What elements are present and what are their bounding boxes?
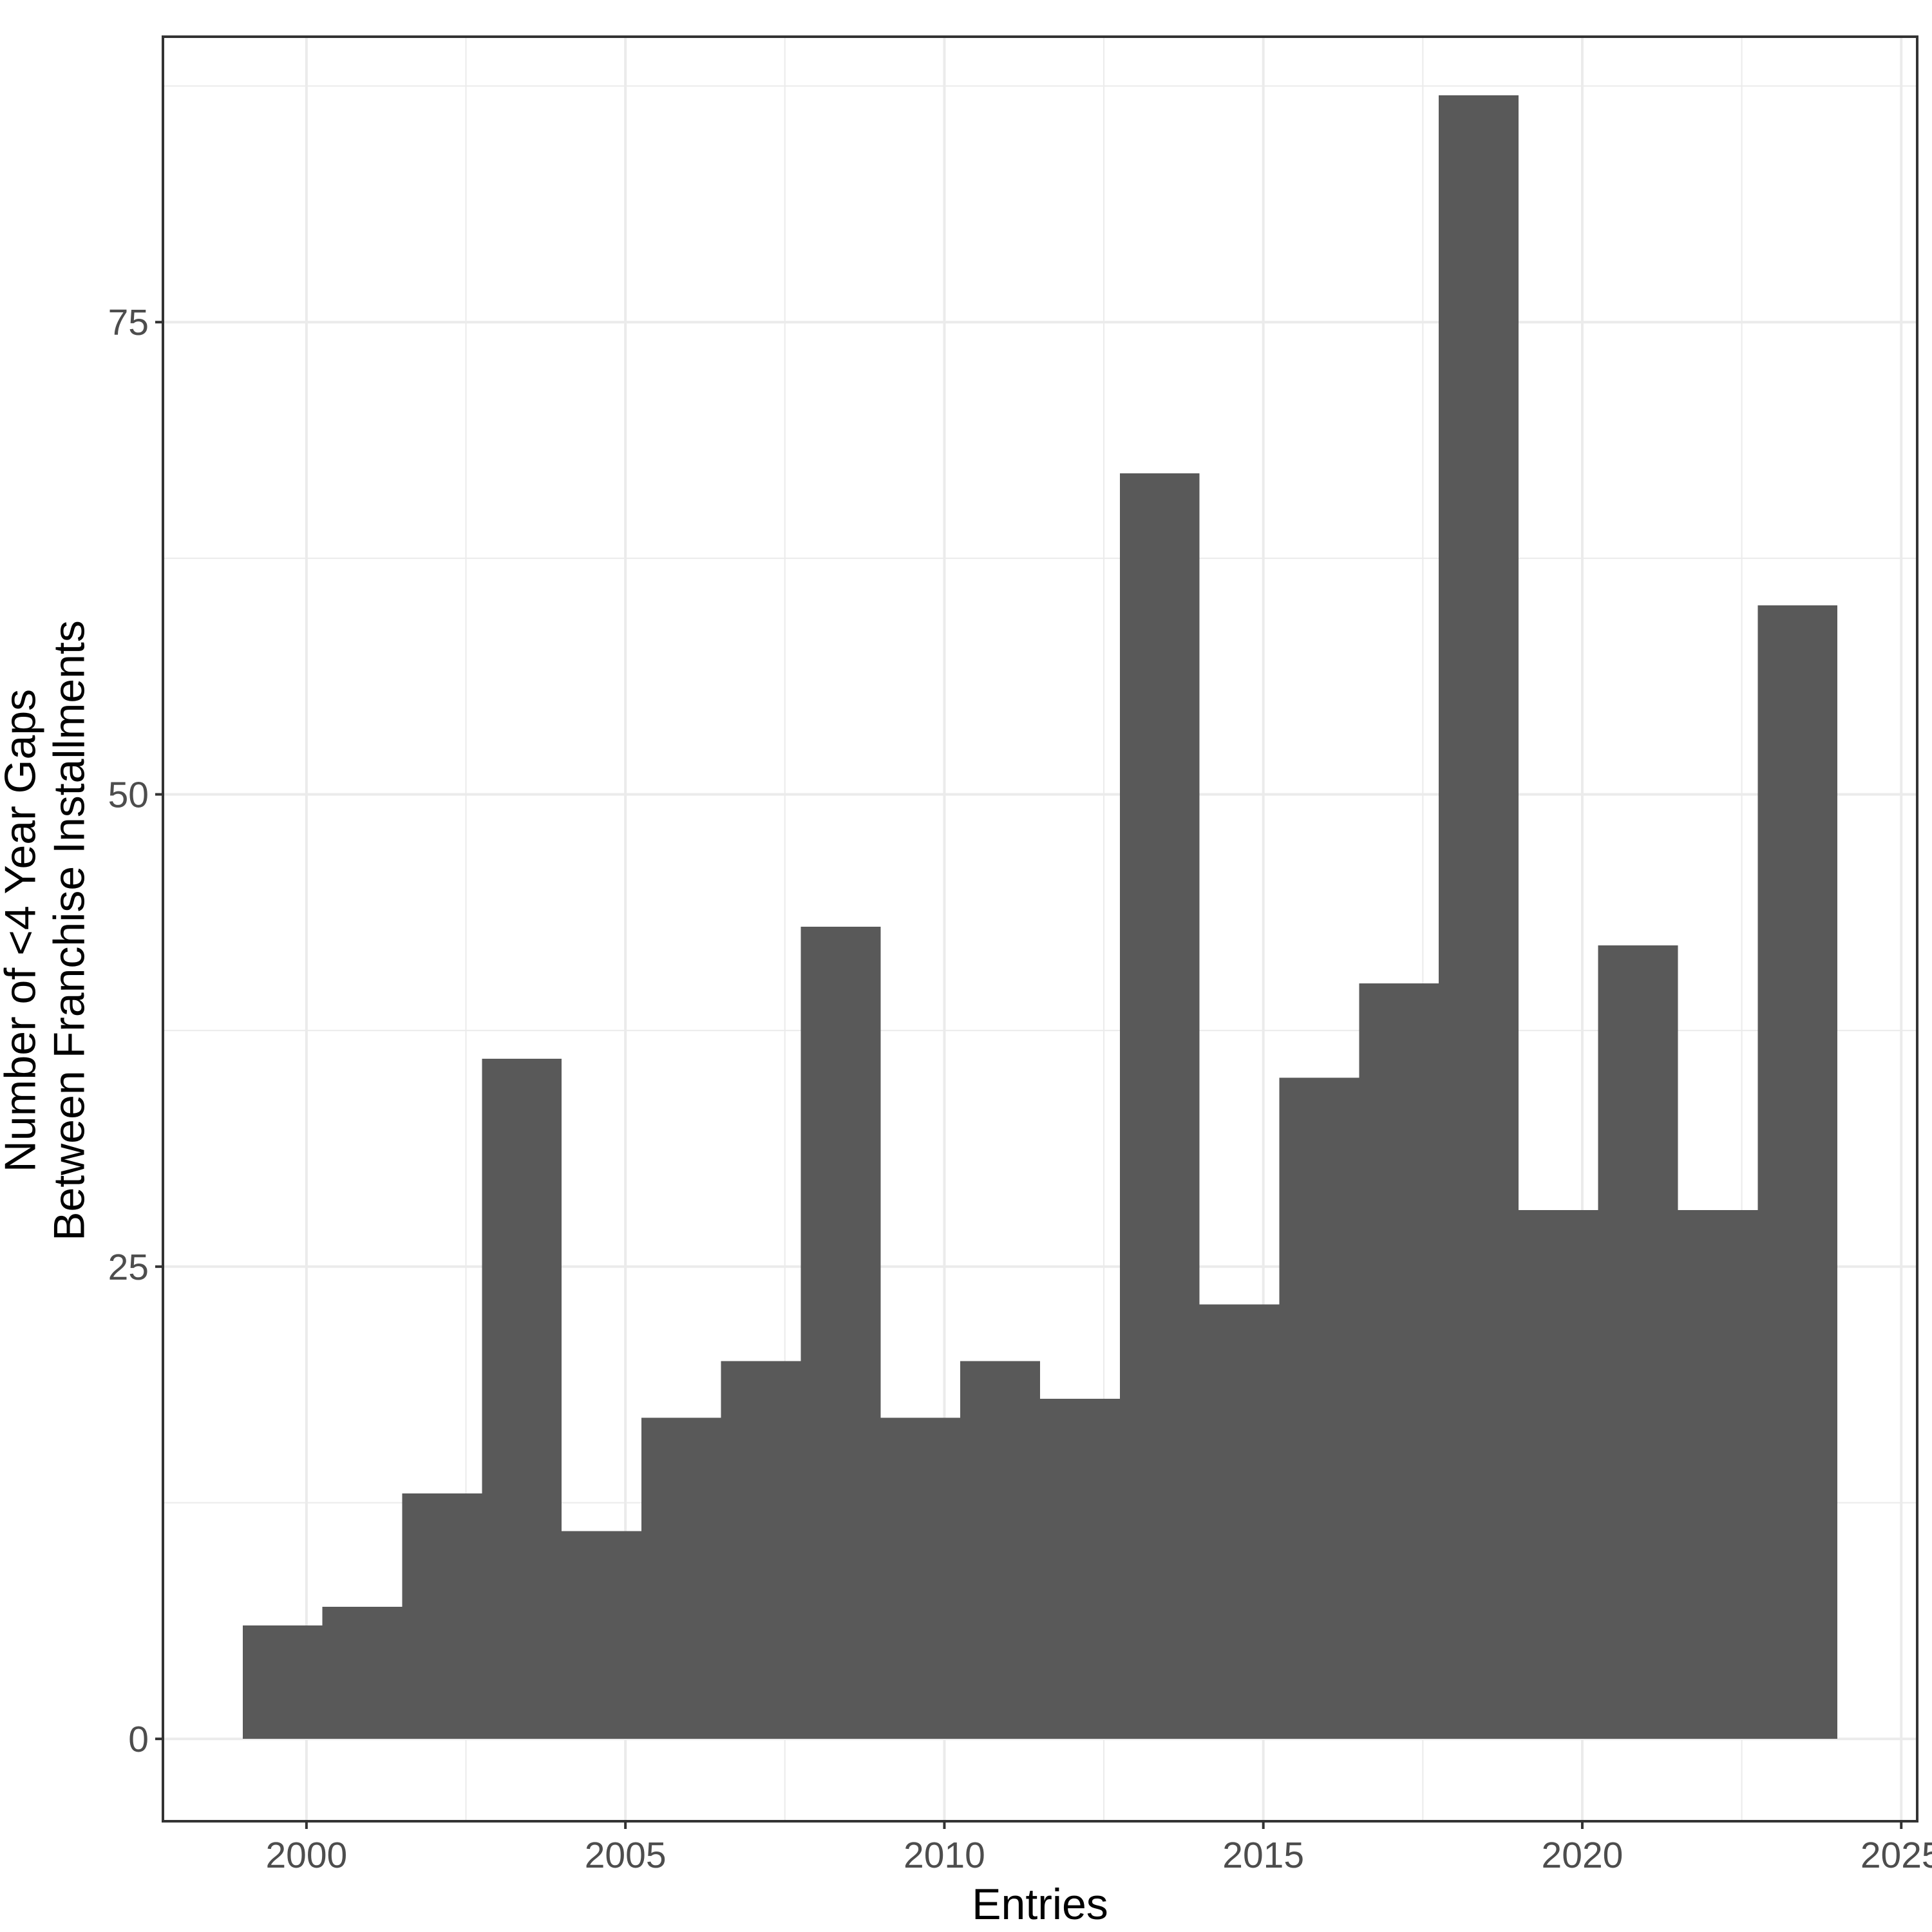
histogram-bar xyxy=(641,1417,721,1739)
histogram-bar xyxy=(1199,1304,1280,1739)
histogram-bar xyxy=(960,1361,1040,1739)
histogram-bar xyxy=(1119,473,1200,1739)
x-tick-label: 2025 xyxy=(1861,1835,1932,1876)
x-tick-label: 2010 xyxy=(904,1835,985,1876)
y-axis-title-line-1: Number of <4 Year Gaps xyxy=(0,688,45,1173)
histogram-bar xyxy=(482,1059,562,1739)
histogram-bar xyxy=(562,1531,641,1739)
histogram-bar xyxy=(1678,1209,1758,1739)
panel-border xyxy=(162,35,1918,1823)
x-tick-label: 2005 xyxy=(585,1835,667,1876)
histogram-bar xyxy=(800,926,881,1739)
y-axis-title: Number of <4 Year Gaps Between Franchise… xyxy=(0,39,97,1823)
y-tick-label: 0 xyxy=(128,1719,149,1760)
x-tick-label: 2015 xyxy=(1222,1835,1304,1876)
x-tick-label: 2000 xyxy=(265,1835,347,1876)
histogram-bar xyxy=(402,1493,482,1739)
y-tick-label: 75 xyxy=(108,302,149,343)
histogram-bar xyxy=(322,1606,402,1739)
y-axis-title-line-2: Between Franchise Installments xyxy=(44,620,94,1241)
histogram-bar xyxy=(880,1417,961,1739)
y-tick-label: 50 xyxy=(108,775,149,816)
histogram-bar xyxy=(1359,983,1439,1739)
histogram-bar xyxy=(1279,1077,1359,1739)
x-tick-label: 2020 xyxy=(1542,1835,1624,1876)
histogram-bar xyxy=(1598,945,1678,1739)
histogram-bar xyxy=(1757,605,1838,1739)
histogram-bar xyxy=(1040,1399,1120,1739)
histogram-bar xyxy=(242,1625,323,1739)
histogram-bar xyxy=(1518,1209,1598,1739)
histogram-bar xyxy=(721,1361,801,1739)
x-axis-title: Entries xyxy=(972,1880,1108,1929)
histogram-bar xyxy=(1439,95,1519,1739)
y-tick-label: 25 xyxy=(108,1247,149,1288)
